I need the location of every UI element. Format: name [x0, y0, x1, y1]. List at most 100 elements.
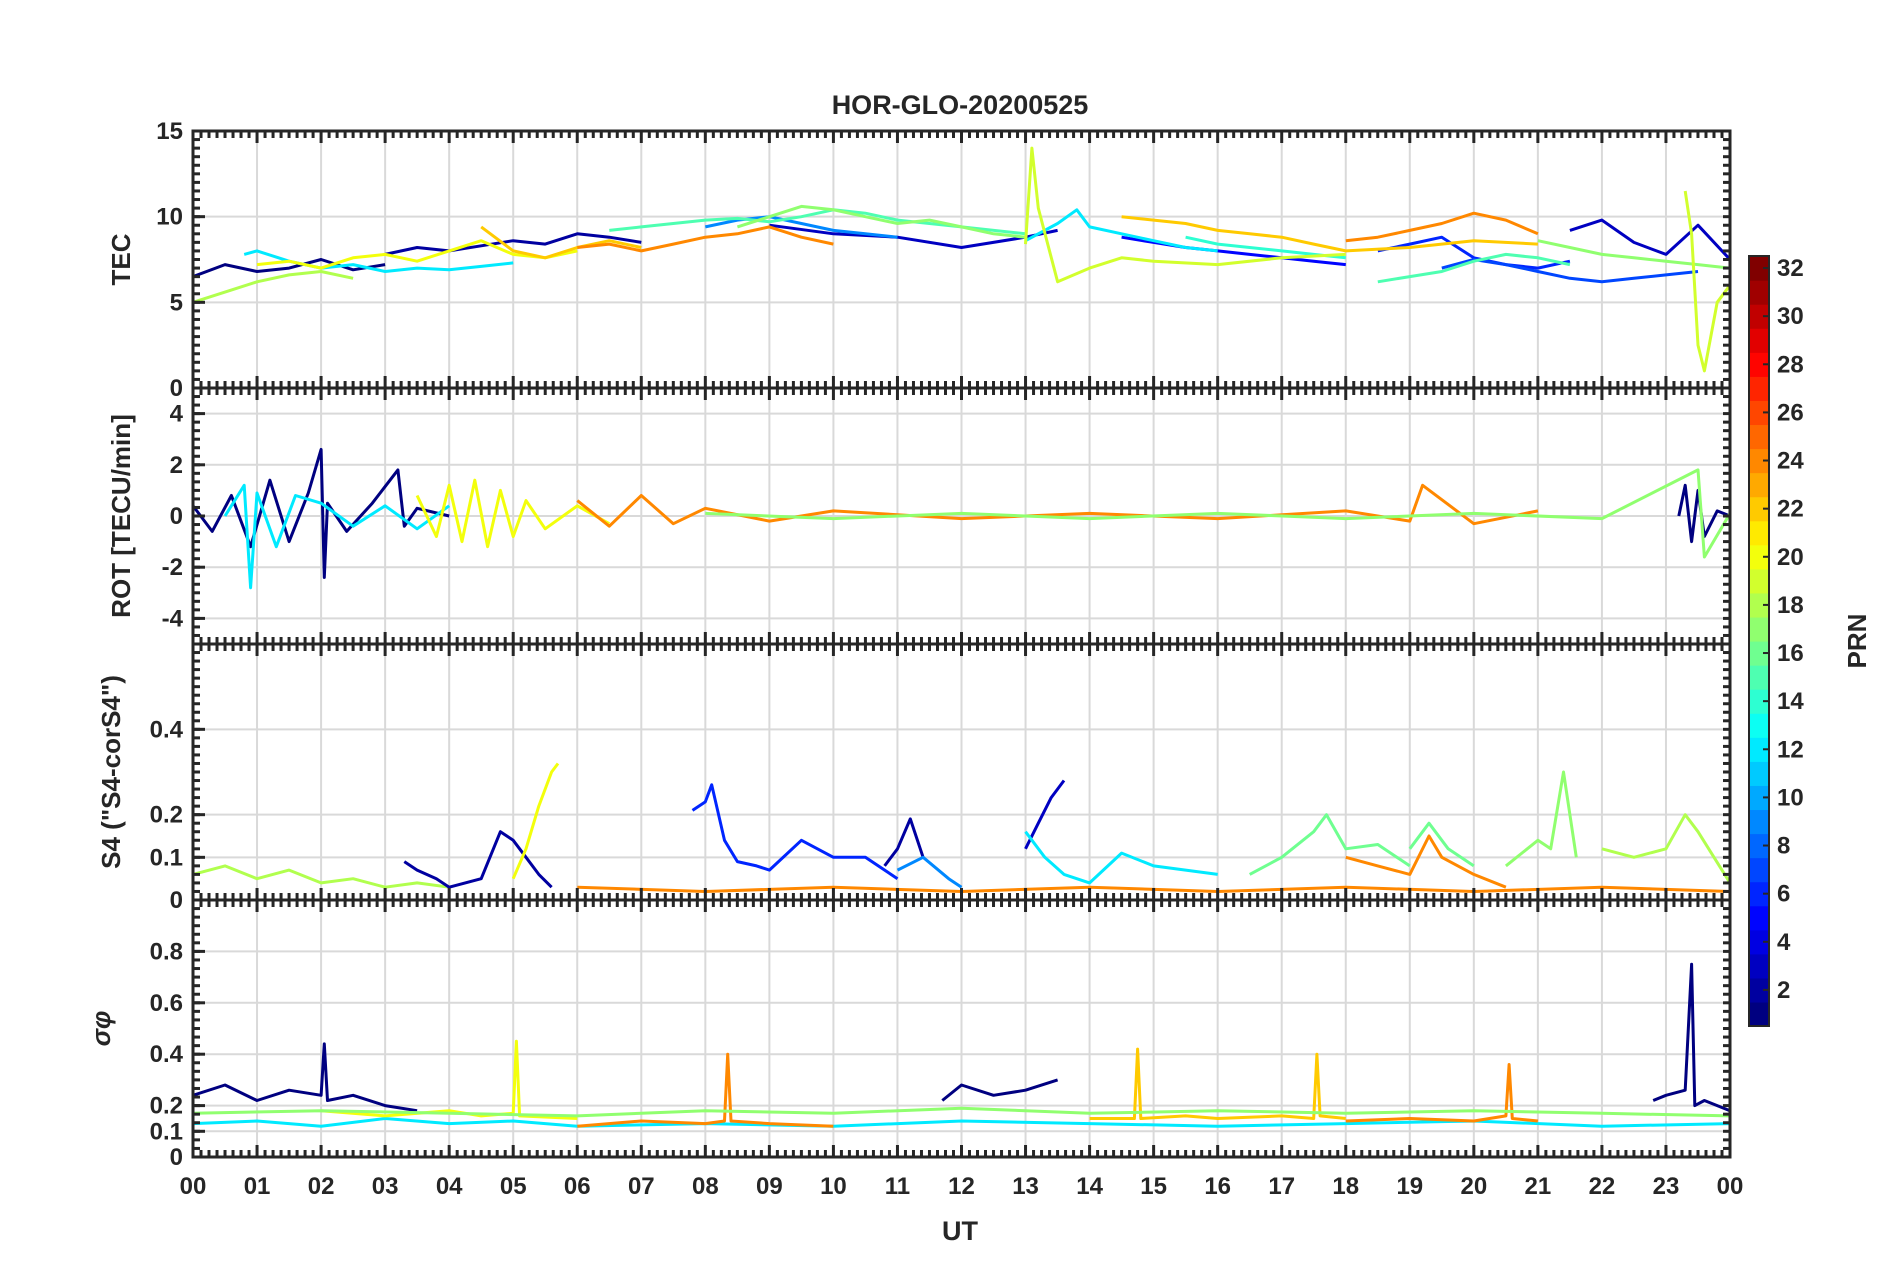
panel-2: -4 -2 0 2 4 ROT [TECU/min]	[106, 386, 1732, 646]
y-tick-label: 0	[170, 375, 183, 402]
panel-1: 0 5 10 15 TEC	[106, 118, 1732, 402]
colorbar-segment	[1749, 857, 1769, 883]
series-line-prn-19	[1024, 146, 1346, 284]
colorbar-segment	[1749, 448, 1769, 474]
y-tick-label: 0.8	[150, 938, 183, 965]
series-line-prn-3	[1569, 218, 1730, 261]
x-tick-label: 19	[1396, 1173, 1423, 1200]
series-line-prn-15	[1377, 252, 1571, 284]
series-line-prn-6	[1377, 235, 1571, 270]
series-line-prn-17	[193, 1106, 1730, 1118]
y-tick-label: 0.1	[150, 844, 183, 871]
series-line-prn-9	[896, 855, 963, 889]
colorbar-segment	[1749, 328, 1769, 353]
x-tick-label: 22	[1589, 1173, 1616, 1200]
colorbar-segment	[1749, 472, 1769, 498]
series-group	[193, 447, 1730, 590]
colorbar-segment	[1749, 1001, 1769, 1027]
colorbar-segment	[1749, 568, 1769, 594]
colorbar-segment	[1749, 376, 1769, 401]
series-line-prn-16	[1248, 813, 1411, 876]
axes-frame	[191, 898, 1732, 1159]
colorbar-segment	[1749, 689, 1769, 714]
series-line-prn-2	[883, 817, 925, 867]
colorbar-tick-label: 10	[1777, 784, 1804, 811]
series-line-prn-17	[1504, 770, 1578, 868]
series-line-prn-17	[1537, 239, 1730, 270]
x-tick-label: 17	[1268, 1173, 1295, 1200]
x-tick-label: 05	[500, 1173, 527, 1200]
colorbar-segment	[1749, 929, 1769, 955]
series-line-prn-24	[577, 1052, 834, 1128]
colorbar-segment	[1749, 785, 1769, 811]
series-line-prn-1	[193, 447, 450, 579]
series-line-prn-24	[1345, 834, 1507, 889]
x-tick-label: 14	[1076, 1173, 1103, 1200]
series-line-prn-17	[736, 204, 1026, 239]
y-tick-label: 0	[170, 1144, 183, 1171]
colorbar-tick-label: 30	[1777, 303, 1804, 330]
series-line-prn-24	[1345, 211, 1539, 243]
colorbar-segment	[1749, 616, 1769, 642]
x-tick-label: 06	[564, 1173, 591, 1200]
colorbar-segment	[1749, 256, 1769, 281]
y-tick-label: 0.2	[150, 802, 183, 829]
colorbar-segment	[1749, 424, 1769, 450]
series-line-prn-22	[1121, 215, 1538, 253]
series-line-prn-12	[1024, 208, 1218, 253]
x-tick-label: 00	[180, 1173, 207, 1200]
series-line-prn-9	[704, 215, 898, 239]
series-line-prn-18	[193, 864, 450, 889]
series-line-prn-20	[511, 762, 560, 880]
series-line-prn-22	[480, 225, 642, 260]
series-line-prn-7	[1441, 258, 1699, 284]
colorbar-tick-label: 16	[1777, 640, 1804, 667]
colorbar-tick-label: 4	[1777, 929, 1791, 956]
x-tick-label: 09	[756, 1173, 783, 1200]
series-line-prn-12	[1024, 830, 1218, 885]
colorbar-tick-label: 28	[1777, 351, 1804, 378]
series-line-prn-1	[193, 1042, 418, 1113]
colorbar-tick-label: 2	[1777, 977, 1790, 1004]
x-tick-label: 07	[628, 1173, 655, 1200]
colorbar-segment	[1749, 905, 1769, 931]
colorbar-tick-label: 22	[1777, 496, 1804, 523]
panel-4: 00.10.2 0.4 0.6 0.8 σφ 00 01 02 03 04 05 06 07 08 09 10…	[86, 898, 1743, 1200]
colorbar-segment	[1749, 713, 1769, 738]
colorbar-tick-label: 20	[1777, 544, 1804, 571]
y-tick-label: 5	[170, 289, 183, 316]
colorbar-segment	[1749, 833, 1769, 859]
x-tick-label: 02	[308, 1173, 335, 1200]
y-tick-label: 0.4	[150, 716, 184, 743]
colorbar-tick-label: 26	[1777, 399, 1804, 426]
chart-title: HOR-GLO-20200525	[832, 90, 1089, 120]
series-line-prn-12	[243, 249, 514, 273]
y-tick-label: 0.2	[150, 1093, 183, 1120]
colorbar-tick-label: 8	[1777, 833, 1790, 860]
series-line-prn-18	[193, 270, 354, 304]
colorbar-segment	[1749, 737, 1769, 762]
x-tick-label: 21	[1525, 1173, 1552, 1200]
colorbar-segment	[1749, 400, 1769, 426]
y-axis-label: TEC	[106, 233, 136, 285]
colorbar-segment	[1749, 953, 1769, 979]
y-axis-label: σφ	[86, 1011, 116, 1047]
x-tick-label: 15	[1140, 1173, 1167, 1200]
colorbar-segment	[1749, 881, 1769, 907]
colorbar-segment	[1749, 641, 1769, 666]
series-group	[193, 146, 1730, 373]
series-line-prn-6	[691, 783, 899, 880]
y-tick-label: 0.6	[150, 990, 183, 1017]
series-line-prn-3	[1024, 779, 1066, 850]
series-line-prn-16	[1408, 821, 1475, 868]
colorbar-tick-label: 32	[1777, 255, 1804, 282]
y-tick-label: -2	[162, 554, 183, 581]
colorbar-segment	[1749, 809, 1769, 835]
colorbar-tick-label: 12	[1777, 736, 1804, 763]
colorbar-segment	[1749, 352, 1769, 377]
y-tick-label: 10	[156, 204, 183, 231]
colorbar-tick-label: 14	[1777, 688, 1804, 715]
